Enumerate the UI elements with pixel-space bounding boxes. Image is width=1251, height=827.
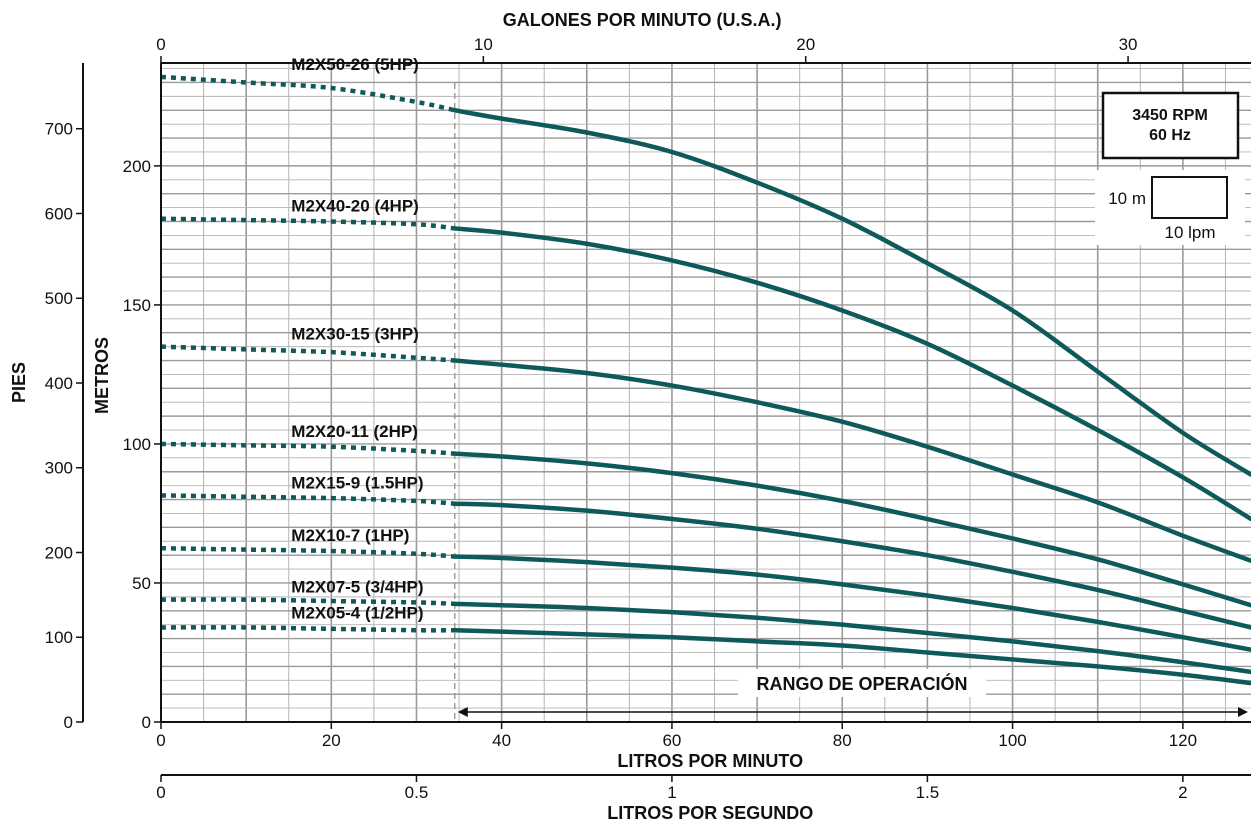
lps-tick-label: 1.5 (916, 783, 940, 802)
feet-tick-label: 600 (45, 204, 73, 223)
curve-dotted-7 (160, 625, 455, 633)
extras: RANGO DE OPERACIÓN 3450 RPM 60 Hz 10 m 10 lp… (457, 91, 1248, 717)
curve-solid-3 (452, 451, 1251, 608)
curve-label-7: M2X05-4 (1/2HP) (291, 603, 423, 622)
lpm-tick-label: 20 (322, 731, 341, 750)
meters-tick-label: 200 (123, 157, 151, 176)
curves (160, 74, 1251, 686)
gpm-tick-label: 20 (796, 35, 815, 54)
curve-label-1: M2X40-20 (4HP) (291, 197, 419, 216)
feet-tick-label: 700 (45, 120, 73, 139)
lps-tick-label: 2 (1178, 783, 1187, 802)
curve-dotted-1 (160, 216, 456, 231)
feet-tick-label: 0 (64, 713, 73, 732)
operating-range-label: RANGO DE OPERACIÓN (756, 673, 967, 694)
lpm-tick-label: 0 (156, 731, 165, 750)
curve-solid-5 (452, 554, 1251, 652)
gpm-tick-label: 0 (156, 35, 165, 54)
gpm-axis-title: GALONES POR MINUTO (U.S.A.) (503, 10, 782, 30)
curve-solid-1 (452, 226, 1251, 522)
meters-tick-label: 50 (132, 574, 151, 593)
lpm-tick-label: 120 (1169, 731, 1197, 750)
operating-range-arrow-right (1238, 707, 1248, 717)
rpm-label: 3450 RPM (1132, 107, 1208, 124)
curve-label-4: M2X15-9 (1.5HP) (291, 473, 423, 492)
feet-tick-label: 500 (45, 289, 73, 308)
curve-solid-0 (452, 108, 1251, 477)
rpm-box (1101, 91, 1240, 160)
gpm-tick-label: 30 (1119, 35, 1138, 54)
curve-solid-6 (452, 601, 1251, 675)
meters-tick-label: 100 (123, 435, 151, 454)
lps-tick-label: 0.5 (405, 783, 429, 802)
curve-solid-7 (452, 627, 1251, 686)
lps-tick-label: 0 (156, 783, 165, 802)
curve-solid-2 (452, 358, 1251, 563)
lps-tick-label: 1 (667, 783, 676, 802)
curve-labels: M2X50-26 (5HP) M2X40-20 (4HP) M2X30-15 (3H… (291, 55, 423, 623)
lps-axis-title: LITROS POR SEGUNDO (607, 803, 813, 823)
lpm-tick-label: 80 (833, 731, 852, 750)
operating-range-label-bg (738, 669, 986, 697)
curve-label-5: M2X10-7 (1HP) (291, 526, 409, 545)
meters-tick-label: 150 (123, 296, 151, 315)
curve-dotted-3 (160, 441, 455, 456)
curve-dotted-5 (160, 545, 455, 559)
feet-tick-label: 300 (45, 459, 73, 478)
lpm-tick-label: 40 (492, 731, 511, 750)
lpm-axis-title: LITROS POR MINUTO (617, 751, 803, 771)
feet-tick-label: 100 (45, 628, 73, 647)
meters-axis-title: METROS (92, 337, 112, 414)
curve-solid-4 (452, 501, 1251, 630)
hz-label: 60 Hz (1149, 127, 1191, 144)
scale-height-label: 10 m (1108, 189, 1146, 208)
curve-label-3: M2X20-11 (2HP) (291, 422, 418, 441)
meters-tick-label: 0 (142, 713, 151, 732)
curve-dotted-6 (160, 597, 455, 607)
scale-width-label: 10 lpm (1164, 223, 1215, 242)
curve-dotted-2 (160, 344, 455, 363)
feet-axis-title: PIES (9, 362, 29, 403)
scale-box (1151, 176, 1228, 219)
feet-tick-label: 400 (45, 374, 73, 393)
lpm-tick-label: 60 (662, 731, 681, 750)
lpm-tick-label: 100 (998, 731, 1026, 750)
curve-dotted-0 (160, 74, 456, 113)
gpm-tick-label: 10 (474, 35, 493, 54)
curve-dotted-4 (160, 493, 455, 506)
curve-label-6: M2X07-5 (3/4HP) (291, 578, 423, 597)
operating-range-arrow-left (457, 707, 468, 717)
curve-label-0: M2X50-26 (5HP) (291, 55, 419, 74)
feet-tick-label: 200 (45, 543, 73, 562)
curve-label-2: M2X30-15 (3HP) (291, 325, 419, 344)
